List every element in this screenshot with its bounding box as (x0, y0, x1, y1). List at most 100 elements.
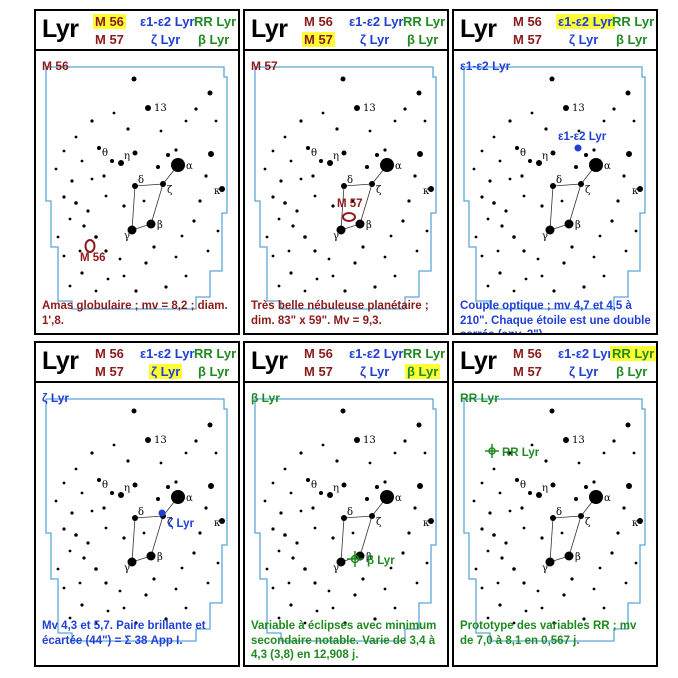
nav-beta-lyr[interactable]: β Lyr (407, 32, 439, 47)
star (552, 621, 556, 625)
nav-zeta-lyr[interactable]: ζ Lyr (360, 364, 390, 379)
nav-m57[interactable]: M 57 (95, 32, 124, 47)
nav-m56[interactable]: M 56 (93, 14, 126, 29)
star (144, 261, 148, 265)
star-label-kappa: κ (423, 186, 430, 197)
nav-eps-lyr[interactable]: ε1-ε2 Lyr (140, 346, 195, 361)
star (625, 422, 631, 428)
marker-label: β Lyr (367, 555, 395, 567)
star (480, 254, 484, 258)
star-label-beta: β (575, 552, 581, 563)
star-label-beta: β (366, 552, 372, 563)
nav-beta-lyr[interactable]: β Lyr (198, 364, 230, 379)
star (578, 181, 584, 187)
nav-eps-lyr[interactable]: ε1-ε2 Lyr (558, 346, 613, 361)
panel-description: Amas globulaire ; mv = 8,2 ; diam. 1',8. (42, 300, 228, 327)
constellation-title: Lyr (251, 347, 288, 375)
star (549, 76, 555, 82)
nav-beta-lyr[interactable]: β Lyr (616, 32, 648, 47)
star (508, 177, 512, 181)
star (206, 249, 210, 253)
nav-rr-lyr[interactable]: RR Lyr (194, 14, 237, 29)
nav-zeta-lyr[interactable]: ζ Lyr (569, 32, 599, 47)
marker-label: M 56 (80, 252, 106, 264)
star (343, 621, 347, 625)
star (146, 219, 156, 229)
rr-lyr-marker-icon[interactable] (485, 444, 499, 458)
nav-rr-lyr[interactable]: RR Lyr (612, 14, 655, 29)
m56-marker-icon[interactable] (84, 239, 96, 253)
eps-lyr-marker-icon[interactable] (574, 144, 582, 152)
star (552, 289, 556, 293)
nav-beta-lyr[interactable]: β Lyr (405, 364, 441, 379)
star (425, 561, 429, 565)
nav-m57[interactable]: M 57 (304, 364, 333, 379)
nav-m56[interactable]: M 56 (513, 14, 542, 29)
star (184, 451, 188, 455)
nav-m57[interactable]: M 57 (513, 364, 542, 379)
nav-zeta-lyr[interactable]: ζ Lyr (569, 364, 599, 379)
nav-zeta-lyr[interactable]: ζ Lyr (151, 32, 181, 47)
star (393, 274, 397, 278)
star (208, 151, 214, 157)
star (622, 174, 626, 178)
star (321, 443, 325, 447)
star-label-gamma: γ (542, 563, 548, 574)
nav-m56[interactable]: M 56 (513, 346, 542, 361)
star-label-beta: β (157, 552, 163, 563)
star (351, 531, 355, 535)
nav-m56[interactable]: M 56 (95, 346, 124, 361)
star-label-alpha: α (604, 493, 611, 504)
star (540, 536, 544, 540)
star (480, 481, 484, 485)
nav-beta-lyr[interactable]: β Lyr (616, 364, 648, 379)
nav-zeta-lyr[interactable]: ζ Lyr (360, 32, 390, 47)
nav-eps-lyr[interactable]: ε1-ε2 Lyr (140, 14, 195, 29)
nav-beta-lyr[interactable]: β Lyr (198, 32, 230, 47)
beta-lyr-marker-icon[interactable] (347, 551, 363, 567)
star-chart-svg: α β γ δ ζ η θ κ 13 (254, 66, 437, 310)
nav-m57[interactable]: M 57 (95, 364, 124, 379)
marker-label: ζ Lyr (168, 518, 194, 530)
m57-marker-icon[interactable] (342, 212, 356, 222)
nav-eps-lyr[interactable]: ε1-ε2 Lyr (349, 14, 404, 29)
star (488, 511, 492, 515)
nav-eps-lyr[interactable]: ε1-ε2 Lyr (556, 14, 615, 29)
star (492, 467, 496, 471)
star (632, 119, 636, 123)
star (319, 491, 323, 495)
star (626, 151, 632, 157)
star (336, 557, 346, 567)
nav-m56[interactable]: M 56 (304, 14, 333, 29)
nav-m57[interactable]: M 57 (513, 32, 542, 47)
nav-rr-lyr[interactable]: RR Lyr (610, 346, 656, 361)
nav-rr-lyr[interactable]: RR Lyr (194, 346, 237, 361)
star (122, 274, 126, 278)
zeta-lyr-marker-icon[interactable] (158, 509, 166, 517)
star (118, 492, 124, 498)
star (166, 153, 170, 157)
star (486, 217, 490, 221)
asterism-line (549, 185, 554, 231)
star (82, 224, 86, 228)
nav-rr-lyr[interactable]: RR Lyr (403, 14, 446, 29)
star (383, 480, 387, 484)
star (207, 422, 213, 428)
nav-zeta-lyr[interactable]: ζ Lyr (149, 364, 183, 379)
star (126, 127, 130, 131)
constellation-boundary (254, 66, 437, 310)
star (214, 451, 218, 455)
star (80, 159, 84, 163)
star (383, 587, 387, 591)
nav-rr-lyr[interactable]: RR Lyr (403, 346, 446, 361)
nav-m57[interactable]: M 57 (302, 32, 335, 47)
panel-description: Couple optique ; mv 4,7 et 4,5 à 210". C… (460, 300, 651, 335)
star (582, 617, 586, 621)
star-chart-svg: α β γ δ ζ η θ κ 13 (45, 66, 228, 310)
panel-m57: Lyr M 56 M 57 ε1-ε2 Lyr ζ Lyr RR Lyr β L… (243, 9, 449, 335)
star (311, 506, 315, 510)
nav-m56[interactable]: M 56 (304, 346, 333, 361)
star (78, 249, 82, 253)
star (159, 129, 163, 133)
nav-eps-lyr[interactable]: ε1-ε2 Lyr (349, 346, 404, 361)
